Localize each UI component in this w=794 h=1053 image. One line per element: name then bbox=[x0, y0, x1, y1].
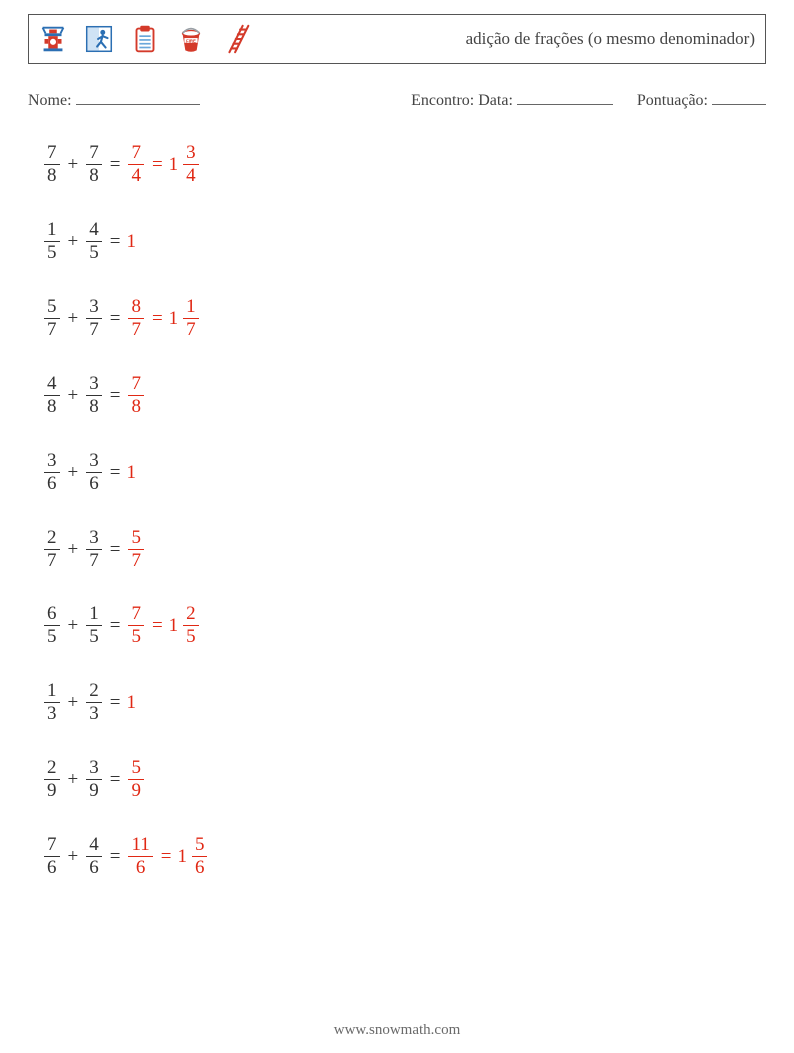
name-label: Nome: bbox=[28, 92, 72, 109]
operator: = bbox=[152, 309, 163, 328]
name-field: Nome: bbox=[28, 90, 200, 110]
worksheet-page: FIRE adição de fraç bbox=[0, 0, 794, 1053]
header-icons: FIRE bbox=[35, 21, 255, 57]
operator: + bbox=[68, 616, 79, 635]
fraction: 74 bbox=[128, 142, 144, 187]
fraction: 25 bbox=[183, 603, 199, 648]
problems-list: 78+78=74=13415+45=157+37=87=11748+38=783… bbox=[28, 142, 766, 879]
answer-integer: 1 bbox=[126, 232, 136, 251]
operator: + bbox=[68, 770, 79, 789]
problem-row: 27 +37 = 57 bbox=[42, 527, 766, 572]
fraction: 37 bbox=[86, 296, 102, 341]
operator: + bbox=[68, 386, 79, 405]
operator: = bbox=[110, 616, 121, 635]
operator: + bbox=[68, 847, 79, 866]
operator: = bbox=[110, 309, 121, 328]
fraction: 78 bbox=[44, 142, 60, 187]
fraction: 65 bbox=[44, 603, 60, 648]
fraction: 36 bbox=[86, 450, 102, 495]
fraction: 76 bbox=[44, 834, 60, 879]
fraction: 87 bbox=[128, 296, 144, 341]
mixed-number: 117 bbox=[169, 296, 201, 341]
operator: = bbox=[110, 847, 121, 866]
fraction: 29 bbox=[44, 757, 60, 802]
operator: = bbox=[110, 693, 121, 712]
operator: = bbox=[110, 463, 121, 482]
footer-url: www.snowmath.com bbox=[0, 1022, 794, 1039]
operator: = bbox=[161, 847, 172, 866]
answer-integer: 1 bbox=[126, 463, 136, 482]
fraction: 57 bbox=[128, 527, 144, 572]
score-field: Pontuação: bbox=[637, 90, 766, 110]
svg-text:FIRE: FIRE bbox=[186, 38, 196, 43]
fraction: 78 bbox=[86, 142, 102, 187]
score-blank[interactable] bbox=[712, 90, 766, 105]
date-field: Encontro: Data: bbox=[411, 90, 613, 110]
operator: = bbox=[110, 232, 121, 251]
problem-row: 29 +39 = 59 bbox=[42, 757, 766, 802]
operator: + bbox=[68, 540, 79, 559]
ladder-icon bbox=[219, 21, 255, 57]
problem-row: 15 +45 = 1 bbox=[42, 219, 766, 264]
mixed-number: 156 bbox=[177, 834, 209, 879]
answer-integer: 1 bbox=[126, 693, 136, 712]
score-label: Pontuação: bbox=[637, 92, 708, 109]
fire-bucket-icon: FIRE bbox=[173, 21, 209, 57]
problem-row: 65 +15 = 75 = 125 bbox=[42, 603, 766, 648]
info-row: Nome: Encontro: Data: Pontuação: bbox=[28, 90, 766, 110]
fraction: 34 bbox=[183, 142, 199, 187]
fraction: 15 bbox=[44, 219, 60, 264]
problem-row: 48 +38 = 78 bbox=[42, 373, 766, 418]
date-blank[interactable] bbox=[517, 90, 613, 105]
fraction: 116 bbox=[128, 834, 152, 879]
worksheet-title: adição de frações (o mesmo denominador) bbox=[466, 29, 755, 49]
fraction: 38 bbox=[86, 373, 102, 418]
fraction: 17 bbox=[183, 296, 199, 341]
fraction: 27 bbox=[44, 527, 60, 572]
operator: = bbox=[110, 540, 121, 559]
operator: + bbox=[68, 309, 79, 328]
problem-row: 76 +46 = 116 = 156 bbox=[42, 834, 766, 879]
fraction: 59 bbox=[128, 757, 144, 802]
fraction: 56 bbox=[192, 834, 208, 879]
fraction: 45 bbox=[86, 219, 102, 264]
operator: = bbox=[152, 616, 163, 635]
operator: = bbox=[152, 155, 163, 174]
operator: + bbox=[68, 693, 79, 712]
problem-row: 13 +23 = 1 bbox=[42, 680, 766, 725]
fraction: 23 bbox=[86, 680, 102, 725]
name-blank[interactable] bbox=[76, 90, 200, 105]
operator: = bbox=[110, 155, 121, 174]
fraction: 57 bbox=[44, 296, 60, 341]
problem-row: 78 +78 = 74 = 134 bbox=[42, 142, 766, 187]
operator: + bbox=[68, 463, 79, 482]
date-label: Encontro: Data: bbox=[411, 92, 513, 109]
fraction: 15 bbox=[86, 603, 102, 648]
fraction: 36 bbox=[44, 450, 60, 495]
clipboard-icon bbox=[127, 21, 163, 57]
exit-person-icon bbox=[81, 21, 117, 57]
operator: + bbox=[68, 155, 79, 174]
operator: + bbox=[68, 232, 79, 251]
fraction: 39 bbox=[86, 757, 102, 802]
fraction: 37 bbox=[86, 527, 102, 572]
fire-hydrant-icon bbox=[35, 21, 71, 57]
fraction: 48 bbox=[44, 373, 60, 418]
mixed-number: 125 bbox=[169, 603, 201, 648]
fraction: 46 bbox=[86, 834, 102, 879]
problem-row: 36 +36 = 1 bbox=[42, 450, 766, 495]
fraction: 75 bbox=[128, 603, 144, 648]
fraction: 13 bbox=[44, 680, 60, 725]
mixed-number: 134 bbox=[169, 142, 201, 187]
operator: = bbox=[110, 386, 121, 405]
problem-row: 57 +37 = 87 = 117 bbox=[42, 296, 766, 341]
operator: = bbox=[110, 770, 121, 789]
header-box: FIRE adição de fraç bbox=[28, 14, 766, 64]
fraction: 78 bbox=[128, 373, 144, 418]
